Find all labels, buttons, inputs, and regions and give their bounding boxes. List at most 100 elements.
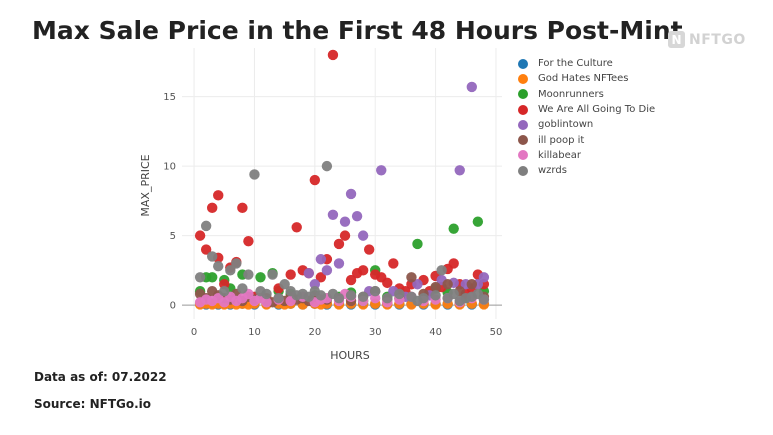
- y-tick-label: 10: [163, 162, 176, 173]
- nftgo-logo-icon: N: [668, 31, 685, 48]
- data-point: [303, 267, 314, 279]
- data-point: [333, 258, 345, 269]
- chart-legend: For the Culture God Hates NFTees Moonrunne…: [518, 56, 655, 178]
- x-axis-label: HOURS: [330, 349, 370, 362]
- nftgo-logo-text: NFTGO: [689, 31, 746, 48]
- data-point: [345, 290, 357, 301]
- x-tick-label: 40: [429, 327, 442, 338]
- data-point: [219, 286, 230, 297]
- data-point: [478, 294, 490, 305]
- legend-label: God Hates NFTees: [538, 73, 629, 85]
- data-point: [206, 202, 218, 214]
- legend-marker: [518, 135, 528, 146]
- x-tick-label: 20: [308, 327, 321, 338]
- data-point: [194, 272, 206, 283]
- data-point: [291, 222, 302, 233]
- x-tick-label: 30: [369, 327, 382, 338]
- data-point: [237, 202, 248, 214]
- data-point: [261, 297, 272, 308]
- legend-marker: [518, 89, 528, 100]
- legend-item: For the Culture: [518, 56, 655, 71]
- data-date-label: Data as of: 07.2022: [34, 370, 167, 384]
- legend-label: We Are All Going To Die: [538, 104, 656, 116]
- data-point: [279, 279, 290, 290]
- data-point: [285, 269, 296, 280]
- source-label: Source: NFTGo.io: [34, 397, 152, 411]
- data-point: [454, 165, 465, 176]
- legend-label: wzrds: [538, 165, 567, 177]
- data-point: [273, 292, 284, 304]
- data-point: [357, 265, 369, 276]
- y-tick-label: 5: [170, 231, 176, 242]
- data-point: [333, 292, 345, 304]
- data-point: [436, 265, 447, 276]
- data-point: [406, 272, 417, 283]
- data-point: [243, 269, 254, 280]
- legend-marker: [518, 150, 528, 161]
- data-point: [430, 290, 441, 301]
- data-point: [412, 238, 423, 250]
- legend-item: killabear: [518, 148, 655, 163]
- data-point: [200, 244, 212, 255]
- labels-layer: 0 10 20 30 40 50 0 5 10 15 HOURS MAX_PRICE: [139, 92, 502, 362]
- data-point: [418, 292, 429, 304]
- data-point: [327, 209, 339, 220]
- data-point: [315, 254, 327, 265]
- data-point: [255, 272, 266, 283]
- legend-item: Moonrunners: [518, 87, 655, 102]
- data-point: [345, 188, 357, 200]
- legend-item: goblintown: [518, 117, 655, 132]
- data-point: [315, 290, 327, 301]
- data-point: [448, 258, 459, 269]
- data-point: [478, 272, 490, 283]
- data-point: [448, 223, 459, 234]
- legend-item: We Are All Going To Die: [518, 102, 655, 117]
- data-point: [345, 274, 357, 286]
- legend-item: wzrds: [518, 163, 655, 178]
- legend-label: ill poop it: [538, 134, 585, 146]
- data-point: [213, 190, 224, 201]
- data-point: [315, 272, 327, 283]
- data-point: [237, 283, 248, 294]
- data-point: [333, 238, 345, 250]
- chart-title: Max Sale Price in the First 48 Hours Pos…: [32, 16, 683, 45]
- data-point: [376, 165, 387, 176]
- data-point: [412, 279, 423, 290]
- data-point: [472, 216, 484, 227]
- data-point: [327, 49, 339, 61]
- data-point: [339, 216, 351, 227]
- y-tick-label: 15: [163, 92, 176, 103]
- legend-marker: [518, 73, 528, 84]
- data-point: [206, 272, 218, 283]
- legend-marker: [518, 119, 528, 130]
- x-tick-label: 0: [191, 327, 197, 338]
- data-point: [321, 265, 333, 276]
- data-point: [213, 260, 224, 272]
- data-point: [466, 279, 478, 290]
- data-point: [388, 258, 399, 269]
- data-point: [243, 235, 254, 247]
- data-point: [351, 210, 363, 222]
- data-point: [267, 269, 278, 280]
- data-point: [370, 286, 381, 297]
- data-point: [357, 230, 369, 241]
- data-point: [442, 279, 453, 290]
- data-point: [225, 265, 236, 276]
- nftgo-logo: N NFTGO: [668, 31, 746, 48]
- data-point: [448, 288, 459, 300]
- y-axis-label: MAX_PRICE: [139, 154, 152, 216]
- data-point: [363, 244, 375, 255]
- data-point: [430, 281, 441, 293]
- y-tick-label: 0: [170, 301, 176, 312]
- data-point: [194, 230, 206, 241]
- x-tick-label: 10: [248, 327, 261, 338]
- data-point: [382, 277, 393, 289]
- data-point: [206, 251, 218, 262]
- legend-item: ill poop it: [518, 132, 655, 147]
- legend-label: killabear: [538, 149, 581, 161]
- data-point: [249, 169, 260, 180]
- data-point: [357, 291, 369, 302]
- legend-marker: [518, 58, 528, 69]
- legend-label: goblintown: [538, 119, 594, 131]
